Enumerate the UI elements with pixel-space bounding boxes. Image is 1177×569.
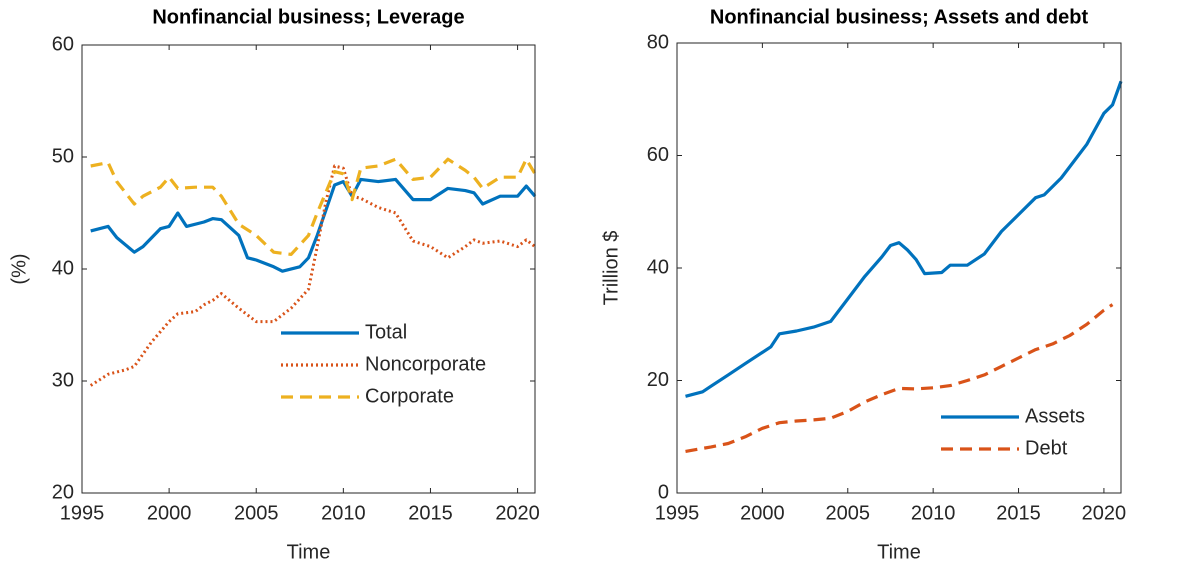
x-tick-label: 1995 xyxy=(655,502,700,524)
y-axis-label: (%) xyxy=(8,253,30,284)
plot-frame xyxy=(676,42,1122,494)
x-axis-label: Time xyxy=(287,541,331,563)
legend-label: Debt xyxy=(1025,437,1068,459)
x-tick-label: 2015 xyxy=(996,502,1041,524)
series-line xyxy=(685,303,1114,453)
x-tick-label: 2020 xyxy=(495,502,540,524)
chart-title: Nonfinancial business; Leverage xyxy=(152,6,464,28)
x-tick-label: 2005 xyxy=(826,502,871,524)
legend-label: Total xyxy=(365,321,407,343)
x-tick-label: 1995 xyxy=(60,502,105,524)
y-tick-label: 60 xyxy=(647,144,669,166)
x-tick-label: 2010 xyxy=(321,502,366,524)
y-tick-label: 80 xyxy=(647,31,669,53)
x-tick-label: 2000 xyxy=(147,502,192,524)
y-axis-label: Trillion $ xyxy=(600,231,622,306)
legend-label: Corporate xyxy=(365,385,454,407)
x-tick-label: 2010 xyxy=(911,502,956,524)
y-tick-label: 40 xyxy=(647,256,669,278)
y-tick-label: 40 xyxy=(52,257,74,279)
y-tick-label: 0 xyxy=(658,481,669,503)
x-tick-label: 2005 xyxy=(234,502,279,524)
chart-title: Nonfinancial business; Assets and debt xyxy=(710,6,1089,28)
x-tick-label: 2020 xyxy=(1082,502,1127,524)
series-line xyxy=(89,164,536,387)
series-line xyxy=(90,177,537,273)
series-line xyxy=(685,80,1123,398)
legend-label: Noncorporate xyxy=(365,353,486,375)
y-tick-label: 20 xyxy=(647,369,669,391)
y-tick-label: 50 xyxy=(52,145,74,167)
y-tick-label: 30 xyxy=(52,369,74,391)
x-tick-label: 2000 xyxy=(740,502,785,524)
x-axis-label: Time xyxy=(877,541,921,563)
y-tick-label: 20 xyxy=(52,481,74,503)
x-tick-label: 2015 xyxy=(408,502,453,524)
series-line xyxy=(90,157,537,256)
legend-label: Assets xyxy=(1025,405,1085,427)
y-tick-label: 60 xyxy=(52,33,74,55)
plot-frame xyxy=(81,44,536,494)
